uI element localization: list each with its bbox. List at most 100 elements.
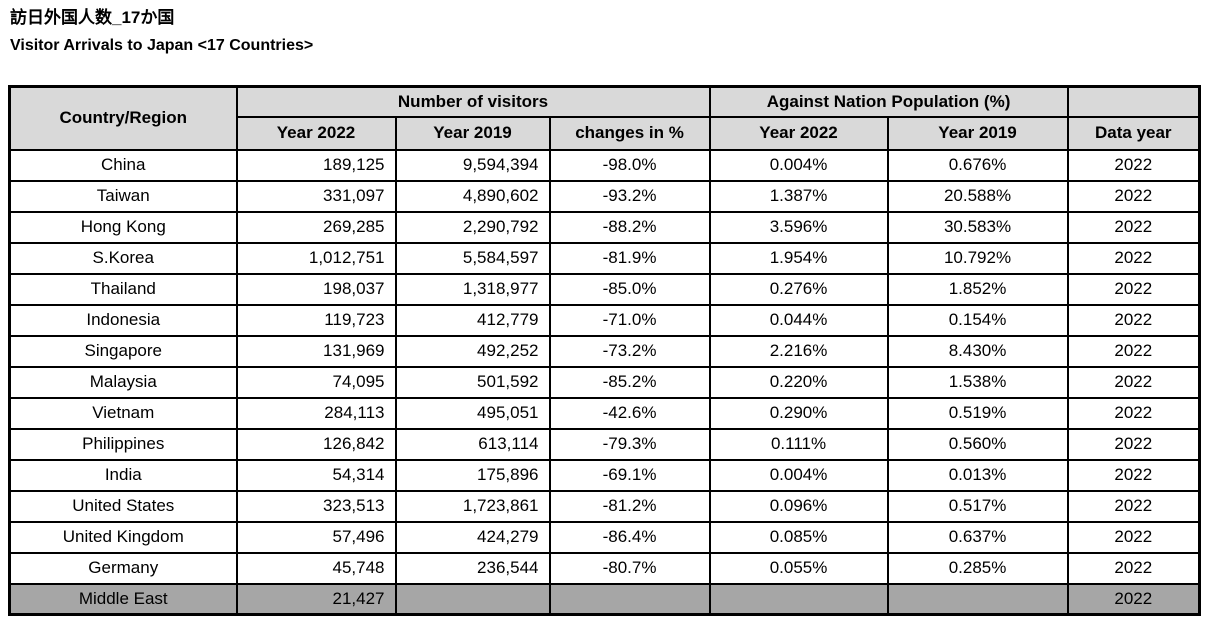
cell-visitors-2019: 613,114 (394, 427, 551, 461)
cell-population-2022: 0.096% (708, 489, 889, 523)
cell-visitors-2022: 331,097 (235, 179, 397, 213)
cell-population-2022: 0.220% (708, 365, 889, 399)
cell-change-percent: -85.0% (548, 272, 711, 306)
cell-change-percent: -85.2% (548, 365, 711, 399)
cell-visitors-2019: 501,592 (394, 365, 551, 399)
cell-change-percent: -69.1% (548, 458, 711, 492)
cell-population-2019: 20.588% (886, 179, 1069, 213)
cell-country: United Kingdom (8, 520, 238, 554)
cell-country: S.Korea (8, 241, 238, 275)
cell-change-percent: -79.3% (548, 427, 711, 461)
cell-population-2022 (708, 582, 889, 616)
cell-change-percent: -80.7% (548, 551, 711, 585)
table-row: Thailand 198,037 1,318,977 -85.0% 0.276% 1.85… (8, 272, 1201, 306)
cell-visitors-2022: 126,842 (235, 427, 397, 461)
cell-data-year: 2022 (1066, 396, 1201, 430)
cell-data-year: 2022 (1066, 303, 1201, 337)
header-visitors-year-2022: Year 2022 (235, 115, 397, 151)
cell-country: Indonesia (8, 303, 238, 337)
cell-visitors-2022: 57,496 (235, 520, 397, 554)
cell-country: United States (8, 489, 238, 523)
table-row: Malaysia 74,095 501,592 -85.2% 0.220% 1.538% 2… (8, 365, 1201, 399)
cell-visitors-2019: 492,252 (394, 334, 551, 368)
cell-data-year: 2022 (1066, 334, 1201, 368)
cell-visitors-2022: 269,285 (235, 210, 397, 244)
cell-country: Germany (8, 551, 238, 585)
cell-population-2022: 0.111% (708, 427, 889, 461)
cell-visitors-2019: 495,051 (394, 396, 551, 430)
cell-data-year: 2022 (1066, 489, 1201, 523)
cell-population-2019: 0.154% (886, 303, 1069, 337)
header-country-region: Country/Region (8, 85, 238, 151)
cell-data-year: 2022 (1066, 179, 1201, 213)
cell-population-2019: 1.852% (886, 272, 1069, 306)
cell-visitors-2022: 131,969 (235, 334, 397, 368)
table-row: Indonesia 119,723 412,779 -71.0% 0.044% 0.154… (8, 303, 1201, 337)
cell-population-2022: 0.276% (708, 272, 889, 306)
table-row: Philippines 126,842 613,114 -79.3% 0.111% 0.5… (8, 427, 1201, 461)
header-data-year-spacer (1066, 85, 1201, 118)
cell-data-year: 2022 (1066, 582, 1201, 616)
cell-population-2019: 8.430% (886, 334, 1069, 368)
table-row: S.Korea 1,012,751 5,584,597 -81.9% 1.954% 10.… (8, 241, 1201, 275)
header-changes-in-percent: changes in % (548, 115, 711, 151)
cell-data-year: 2022 (1066, 241, 1201, 275)
header-data-year: Data year (1066, 115, 1201, 151)
cell-population-2019: 0.285% (886, 551, 1069, 585)
cell-population-2019: 0.519% (886, 396, 1069, 430)
cell-data-year: 2022 (1066, 365, 1201, 399)
table-row: United States 323,513 1,723,861 -81.2% 0.096… (8, 489, 1201, 523)
cell-change-percent: -71.0% (548, 303, 711, 337)
cell-visitors-2022: 198,037 (235, 272, 397, 306)
cell-change-percent: -73.2% (548, 334, 711, 368)
cell-visitors-2019 (394, 582, 551, 616)
cell-visitors-2022: 21,427 (235, 582, 397, 616)
cell-change-percent: -81.9% (548, 241, 711, 275)
cell-data-year: 2022 (1066, 551, 1201, 585)
header-visitors-year-2019: Year 2019 (394, 115, 551, 151)
header-group-number-of-visitors: Number of visitors (235, 85, 711, 118)
cell-country: Malaysia (8, 365, 238, 399)
cell-data-year: 2022 (1066, 148, 1201, 182)
cell-data-year: 2022 (1066, 520, 1201, 554)
cell-population-2022: 0.085% (708, 520, 889, 554)
table-row: India 54,314 175,896 -69.1% 0.004% 0.013% 2022 (8, 458, 1201, 492)
table-row: Vietnam 284,113 495,051 -42.6% 0.290% 0.519% 2… (8, 396, 1201, 430)
cell-country: Taiwan (8, 179, 238, 213)
header-population-year-2019: Year 2019 (886, 115, 1069, 151)
cell-data-year: 2022 (1066, 458, 1201, 492)
cell-visitors-2022: 74,095 (235, 365, 397, 399)
table-row: Hong Kong 269,285 2,290,792 -88.2% 3.596% 30.… (8, 210, 1201, 244)
cell-visitors-2019: 1,318,977 (394, 272, 551, 306)
page-title-english: Visitor Arrivals to Japan <17 Countries> (10, 37, 314, 54)
cell-visitors-2019: 9,594,394 (394, 148, 551, 182)
cell-visitors-2019: 175,896 (394, 458, 551, 492)
visitor-arrivals-table: Country/Region Number of visitors Agains… (8, 85, 1202, 616)
cell-visitors-2019: 5,584,597 (394, 241, 551, 275)
cell-visitors-2019: 4,890,602 (394, 179, 551, 213)
table-body: China 189,125 9,594,394 -98.0% 0.004% 0.676% 2… (8, 148, 1201, 616)
cell-change-percent: -42.6% (548, 396, 711, 430)
cell-visitors-2019: 1,723,861 (394, 489, 551, 523)
cell-country: China (8, 148, 238, 182)
header-row-columns: Year 2022 Year 2019 changes in % Year 20… (10, 115, 1201, 151)
cell-data-year: 2022 (1066, 272, 1201, 306)
cell-country: Singapore (8, 334, 238, 368)
cell-population-2022: 3.596% (708, 210, 889, 244)
cell-change-percent: -81.2% (548, 489, 711, 523)
cell-population-2022: 0.055% (708, 551, 889, 585)
table-row: Singapore 131,969 492,252 -73.2% 2.216% 8.430… (8, 334, 1201, 368)
cell-population-2022: 1.387% (708, 179, 889, 213)
cell-country: Thailand (8, 272, 238, 306)
header-population-year-2022: Year 2022 (708, 115, 889, 151)
cell-data-year: 2022 (1066, 210, 1201, 244)
cell-visitors-2022: 1,012,751 (235, 241, 397, 275)
cell-change-percent: -88.2% (548, 210, 711, 244)
cell-change-percent: -86.4% (548, 520, 711, 554)
cell-visitors-2019: 412,779 (394, 303, 551, 337)
cell-population-2019: 1.538% (886, 365, 1069, 399)
cell-visitors-2022: 323,513 (235, 489, 397, 523)
cell-population-2022: 0.290% (708, 396, 889, 430)
cell-population-2019: 10.792% (886, 241, 1069, 275)
